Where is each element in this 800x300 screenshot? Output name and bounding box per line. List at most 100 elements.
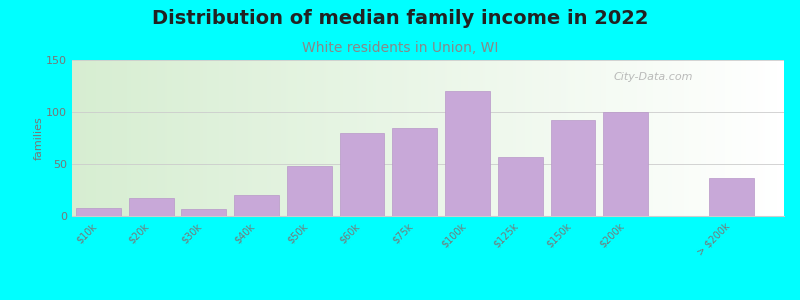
Bar [238,60,241,216]
Bar [734,60,737,216]
Bar [639,60,642,216]
Bar [445,91,490,216]
Bar [342,60,345,216]
Bar [438,60,440,216]
Bar [136,60,138,216]
Bar [138,60,141,216]
Bar [195,60,198,216]
Bar [658,60,661,216]
Bar [742,60,744,216]
Bar [485,60,487,216]
Bar [603,112,648,216]
Bar [470,60,473,216]
Bar [779,60,782,216]
Bar [534,60,537,216]
Bar [590,60,592,216]
Bar [654,60,656,216]
Bar [148,60,150,216]
Bar [580,60,582,216]
Bar [219,60,222,216]
Bar [739,60,742,216]
Bar [404,60,406,216]
Text: Distribution of median family income in 2022: Distribution of median family income in … [152,9,648,28]
Bar [748,60,750,216]
Bar [146,60,148,216]
Bar [94,60,96,216]
Bar [305,60,307,216]
Bar [498,157,542,216]
Bar [718,60,720,216]
Bar [399,60,402,216]
Bar [561,60,563,216]
Bar [352,60,354,216]
Bar [307,60,310,216]
Bar [578,60,580,216]
Bar [378,60,381,216]
Bar [86,60,89,216]
Bar [124,60,126,216]
Bar [710,60,713,216]
Bar [732,60,734,216]
Bar [428,60,430,216]
Bar [691,60,694,216]
Bar [319,60,322,216]
Bar [287,166,332,216]
Bar [542,60,544,216]
Bar [447,60,450,216]
Bar [454,60,457,216]
Bar [618,60,620,216]
Bar [114,60,117,216]
Bar [295,60,298,216]
Bar [782,60,784,216]
Bar [426,60,428,216]
Bar [150,60,153,216]
Bar [183,60,186,216]
Bar [592,60,594,216]
Bar [696,60,698,216]
Bar [730,60,732,216]
Bar [340,60,342,216]
Bar [746,60,748,216]
Bar [530,60,533,216]
Bar [521,60,523,216]
Bar [482,60,485,216]
Bar [516,60,518,216]
Bar [675,60,677,216]
Bar [416,60,418,216]
Bar [753,60,755,216]
Bar [250,60,252,216]
Bar [393,60,394,216]
Bar [288,60,290,216]
Bar [402,60,404,216]
Bar [143,60,146,216]
Bar [212,60,214,216]
Bar [302,60,305,216]
Bar [79,60,82,216]
Bar [248,60,250,216]
Bar [72,60,74,216]
Bar [708,60,710,216]
Bar [566,60,568,216]
Bar [509,60,511,216]
Bar [134,60,136,216]
Bar [366,60,369,216]
Bar [528,60,530,216]
Bar [423,60,426,216]
Bar [772,60,774,216]
Bar [414,60,416,216]
Bar [770,60,772,216]
Bar [179,60,181,216]
Bar [499,60,502,216]
Bar [321,60,323,216]
Bar [597,60,599,216]
Bar [371,60,374,216]
Bar [153,60,155,216]
Bar [755,60,758,216]
Bar [644,60,646,216]
Bar [283,60,286,216]
Bar [587,60,590,216]
Bar [338,60,340,216]
Bar [89,60,91,216]
Bar [129,60,131,216]
Bar [409,60,411,216]
